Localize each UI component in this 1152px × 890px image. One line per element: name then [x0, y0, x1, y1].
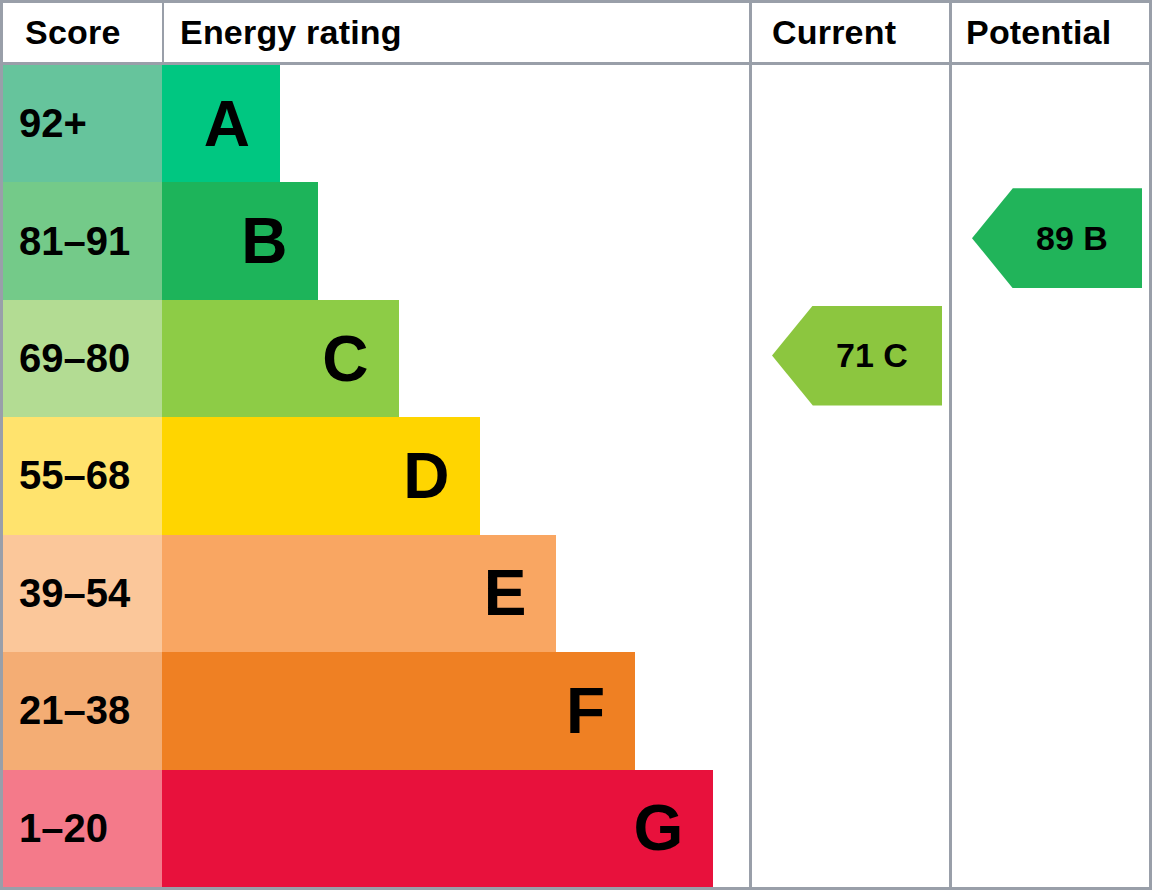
- band-letter-d: D: [403, 444, 449, 508]
- band-row-c: 69–80 C 71 C: [3, 300, 1149, 417]
- header-current: Current: [749, 3, 949, 62]
- score-range-d: 55–68: [3, 417, 162, 534]
- header-potential: Potential: [949, 3, 1149, 62]
- rating-cell-d: D: [162, 417, 749, 534]
- band-row-f: 21–38 F: [3, 652, 1149, 769]
- potential-cell-e: [949, 535, 1149, 652]
- chart-body: 92+ A 81–91 B 89 B 69–80 C 71 C 55–68 D 39–54 E 21–3…: [3, 65, 1149, 887]
- potential-cell-d: [949, 417, 1149, 534]
- current-cell-d: [749, 417, 949, 534]
- potential-cell-a: [949, 65, 1149, 182]
- score-range-a: 92+: [3, 65, 162, 182]
- header-row: Score Energy rating Current Potential: [3, 3, 1149, 65]
- rating-bar-b: B: [162, 182, 318, 299]
- rating-bar-g: G: [162, 770, 713, 887]
- rating-bar-a: A: [162, 65, 280, 182]
- potential-cell-c: [949, 300, 1149, 417]
- epc-chart: Score Energy rating Current Potential 92…: [0, 0, 1152, 890]
- rating-cell-a: A: [162, 65, 749, 182]
- current-rating-arrow: 71 C: [772, 306, 942, 406]
- current-rating-label: 71 C: [836, 336, 908, 375]
- current-cell-a: [749, 65, 949, 182]
- band-row-e: 39–54 E: [3, 535, 1149, 652]
- band-letter-b: B: [241, 209, 287, 273]
- potential-cell-b: 89 B: [949, 182, 1149, 299]
- potential-rating-label: 89 B: [1036, 219, 1108, 258]
- score-range-g: 1–20: [3, 770, 162, 887]
- score-range-c: 69–80: [3, 300, 162, 417]
- band-row-a: 92+ A: [3, 65, 1149, 182]
- band-letter-e: E: [484, 561, 527, 625]
- band-letter-a: A: [204, 92, 250, 156]
- rating-bar-f: F: [162, 652, 635, 769]
- current-cell-f: [749, 652, 949, 769]
- potential-cell-g: [949, 770, 1149, 887]
- band-letter-g: G: [633, 796, 683, 860]
- potential-rating-arrow: 89 B: [972, 188, 1142, 288]
- rating-cell-b: B: [162, 182, 749, 299]
- rating-cell-f: F: [162, 652, 749, 769]
- current-cell-c: 71 C: [749, 300, 949, 417]
- potential-cell-f: [949, 652, 1149, 769]
- rating-bar-e: E: [162, 535, 556, 652]
- rating-bar-d: D: [162, 417, 480, 534]
- rating-cell-c: C: [162, 300, 749, 417]
- rating-bar-c: C: [162, 300, 399, 417]
- band-row-d: 55–68 D: [3, 417, 1149, 534]
- header-score: Score: [3, 3, 162, 62]
- band-row-g: 1–20 G: [3, 770, 1149, 887]
- current-cell-b: [749, 182, 949, 299]
- current-cell-e: [749, 535, 949, 652]
- band-row-b: 81–91 B 89 B: [3, 182, 1149, 299]
- score-range-b: 81–91: [3, 182, 162, 299]
- current-cell-g: [749, 770, 949, 887]
- header-energy-rating: Energy rating: [162, 3, 749, 62]
- rating-cell-e: E: [162, 535, 749, 652]
- score-range-e: 39–54: [3, 535, 162, 652]
- score-range-f: 21–38: [3, 652, 162, 769]
- band-letter-c: C: [322, 327, 368, 391]
- band-letter-f: F: [566, 679, 605, 743]
- rating-cell-g: G: [162, 770, 749, 887]
